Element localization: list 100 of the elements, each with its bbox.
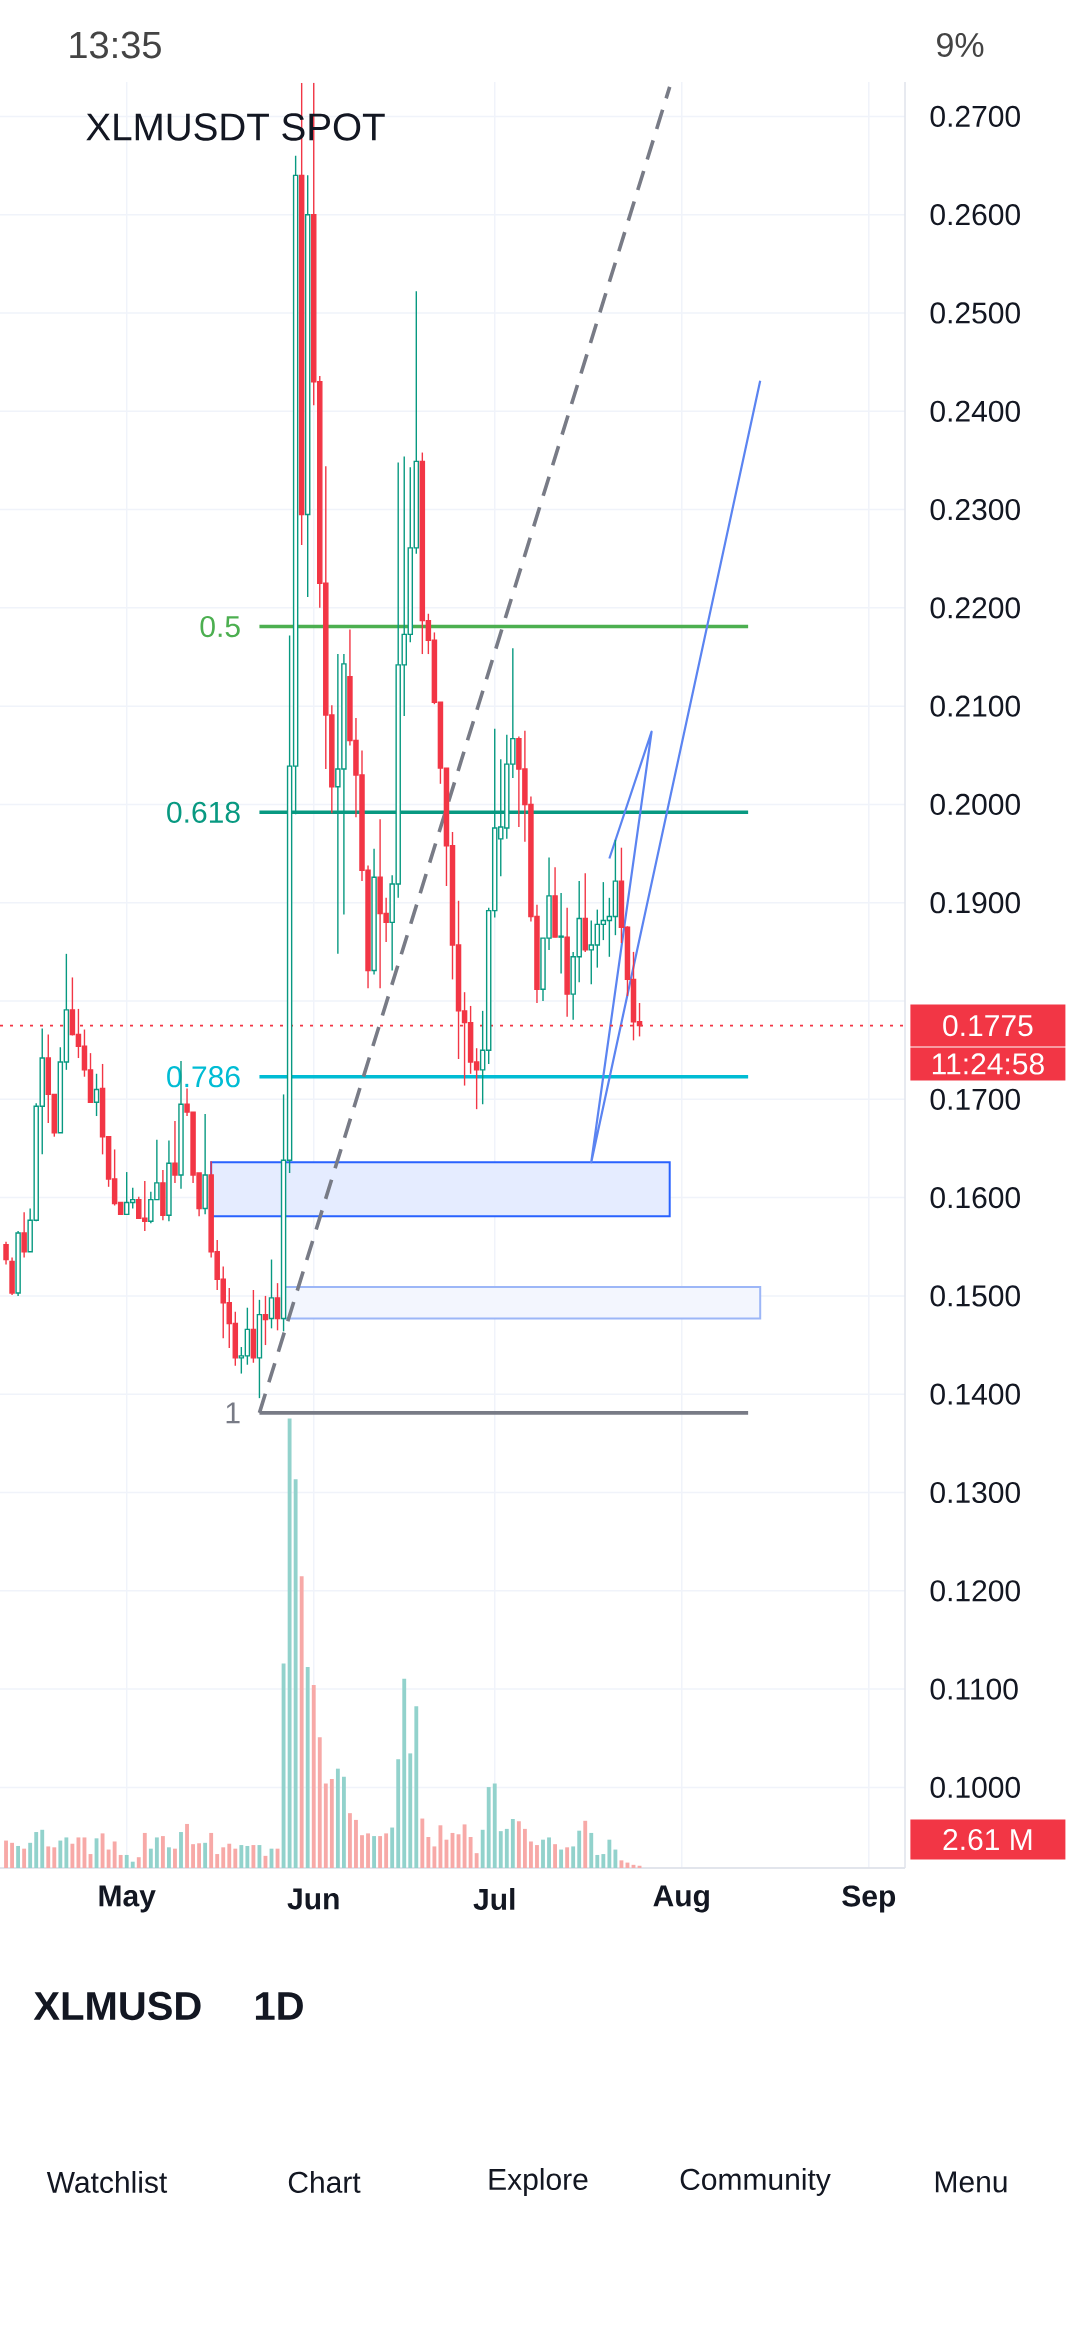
bar	[34, 1832, 39, 1868]
bar	[607, 1839, 612, 1868]
bar	[167, 1847, 171, 1868]
bar	[136, 1857, 141, 1868]
bar	[233, 1848, 238, 1868]
bar	[16, 1845, 21, 1868]
candlestick	[558, 892, 564, 975]
text: Explore	[489, 2168, 588, 2196]
bar	[185, 1823, 189, 1868]
bar	[191, 1844, 195, 1868]
bar	[173, 1848, 177, 1868]
series-label: 0.5	[200, 615, 240, 638]
series-label: 0.618	[167, 801, 240, 823]
candlestick	[268, 1258, 275, 1330]
text: Menu	[935, 2171, 1007, 2193]
bar	[360, 1835, 364, 1868]
y-tick-label: 0.1500	[930, 1285, 1020, 1307]
bar	[22, 1848, 27, 1868]
bar	[70, 1843, 75, 1868]
candlestick	[262, 1295, 269, 1346]
text: 2.61 M	[943, 1828, 1032, 1851]
x-tick-label: Aug	[653, 1885, 709, 1913]
bar	[589, 1832, 594, 1868]
bar	[10, 1842, 14, 1868]
bar	[341, 1776, 346, 1868]
bar	[40, 1829, 45, 1868]
x-tick-label: Sep	[842, 1885, 896, 1913]
bar	[547, 1837, 551, 1868]
x-tick-label: May	[99, 1885, 156, 1913]
ref-line-label: 0.1775	[943, 1014, 1033, 1037]
bar	[299, 1576, 304, 1868]
bar	[130, 1861, 135, 1868]
bar	[287, 1418, 292, 1868]
bar	[293, 1479, 298, 1868]
bar	[354, 1819, 358, 1868]
bar	[305, 1667, 310, 1868]
bar	[583, 1820, 588, 1868]
bar	[474, 1853, 479, 1868]
bar	[124, 1854, 129, 1868]
bar	[595, 1854, 600, 1868]
series-label: 1	[226, 1402, 240, 1424]
bar	[414, 1706, 419, 1868]
text: 1D	[255, 1992, 303, 2020]
y-tick-label: 0.1100	[930, 1678, 1018, 1700]
bar	[245, 1845, 250, 1868]
bar	[118, 1854, 123, 1868]
bar	[535, 1845, 539, 1868]
candlestick	[172, 1120, 178, 1184]
y-tick-label: 0.1600	[930, 1187, 1020, 1209]
bar	[378, 1836, 383, 1868]
bar	[492, 1783, 497, 1868]
y-tick-label: 0.2100	[930, 695, 1020, 717]
bar	[52, 1847, 57, 1868]
bar	[311, 1685, 316, 1868]
bar	[420, 1818, 425, 1868]
bar	[251, 1845, 256, 1868]
bar	[504, 1828, 509, 1868]
text: 11:24:58	[932, 1053, 1044, 1075]
bar	[4, 1840, 8, 1868]
bar	[577, 1830, 582, 1868]
bar	[197, 1843, 202, 1868]
bar	[390, 1827, 395, 1868]
bar	[317, 1737, 322, 1868]
bar	[601, 1854, 606, 1868]
bar	[281, 1663, 286, 1868]
bar	[541, 1839, 545, 1868]
bar	[348, 1813, 352, 1868]
bar	[329, 1779, 334, 1868]
bar	[408, 1753, 413, 1868]
bar	[529, 1841, 533, 1868]
bar	[516, 1821, 521, 1868]
candlestick	[21, 1211, 27, 1259]
text: XLMUSD	[33, 1991, 201, 2021]
bar	[366, 1833, 370, 1868]
text: Watchlist	[46, 2170, 168, 2193]
y-tick-label: 0.2200	[930, 597, 1020, 619]
bar	[432, 1846, 437, 1868]
bar	[46, 1846, 51, 1868]
candlestick	[3, 1241, 9, 1266]
bar	[227, 1843, 232, 1868]
bar	[160, 1836, 165, 1868]
candlestick	[274, 1282, 281, 1332]
bar	[221, 1847, 226, 1868]
bar	[112, 1841, 117, 1868]
y-tick-label: 0.1400	[930, 1383, 1020, 1405]
bar	[426, 1836, 431, 1868]
bar	[203, 1842, 208, 1868]
y-tick-label: 0.2000	[930, 793, 1020, 816]
bar	[215, 1854, 220, 1868]
bar	[142, 1832, 147, 1868]
bar	[510, 1819, 515, 1868]
bar	[58, 1840, 63, 1868]
bar	[148, 1848, 153, 1868]
bar	[486, 1787, 491, 1868]
y-tick-label: 0.1200	[930, 1580, 1020, 1602]
bar	[209, 1832, 214, 1868]
x-tick-label: Jun	[287, 1888, 339, 1910]
bar	[396, 1759, 401, 1868]
bar	[179, 1832, 183, 1868]
bar	[402, 1678, 407, 1868]
